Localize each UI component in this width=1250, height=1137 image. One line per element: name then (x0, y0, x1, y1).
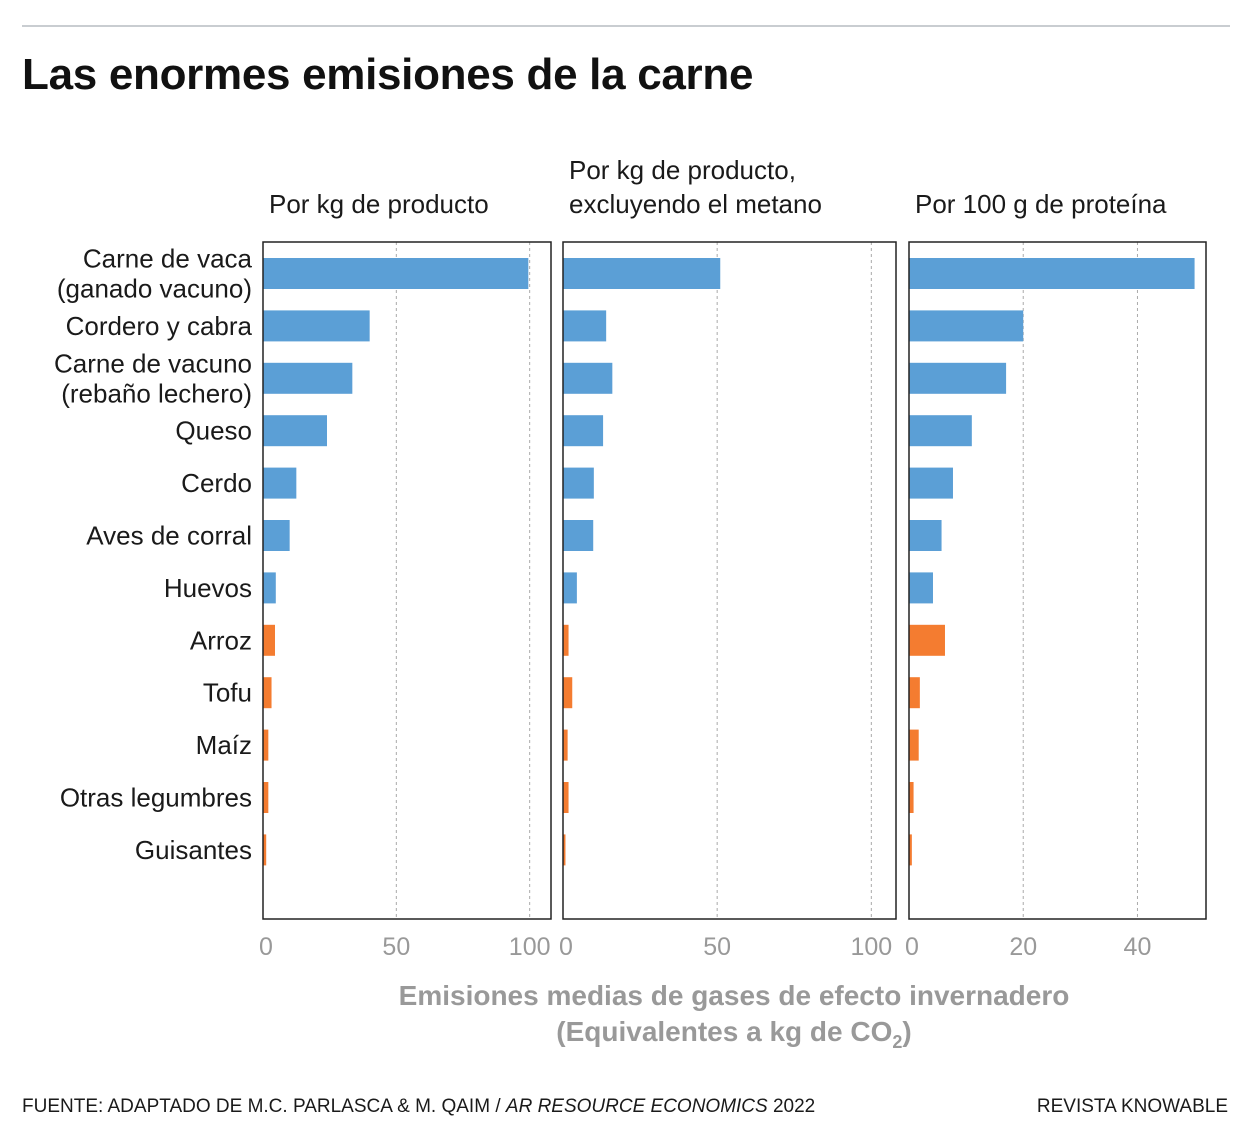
category-label: Arroz (190, 625, 252, 655)
bar-animal (563, 520, 594, 551)
panel-1: Por kg de producto 0 50 100 (259, 189, 552, 961)
bar-animal (263, 572, 276, 604)
x-axis-unit: (Equivalentes a kg de CO2) (556, 1016, 911, 1052)
tick-label: 100 (509, 933, 551, 961)
source-note: FUENTE: ADAPTADO DE M.C. PARLASCA & M. Q… (22, 1096, 816, 1117)
panel-title: Por kg de producto, excluyendo el metano (569, 155, 822, 219)
bar-animal (563, 310, 607, 342)
bar-animal (263, 258, 529, 289)
category-label: Queso (175, 416, 252, 446)
category-label: Carne de vaca (ganado vacuno) (57, 244, 253, 304)
category-label: Cerdo (181, 468, 252, 498)
panel-title: Por kg de producto (269, 189, 489, 219)
bar-vegetal (563, 677, 573, 709)
panel-3: Por 100 g de proteína 0 20 40 (905, 189, 1207, 961)
tick-label: 50 (382, 933, 410, 961)
tick-label: 0 (259, 933, 273, 961)
bar-vegetal (909, 677, 920, 709)
bar-vegetal (263, 729, 269, 761)
tick-label: 0 (559, 933, 573, 961)
bar-vegetal (563, 624, 569, 656)
bar-animal (263, 467, 297, 499)
chart-title: Las enormes emisiones de la carne (22, 50, 754, 99)
bar-animal (563, 572, 577, 604)
bar-vegetal (909, 834, 912, 866)
tick-label: 100 (850, 933, 892, 961)
bar-animal (909, 362, 1007, 394)
category-label: Cordero y cabra (66, 311, 253, 341)
bar-vegetal (263, 624, 275, 656)
bar-vegetal (909, 782, 914, 813)
bar-vegetal (563, 782, 569, 813)
bar-vegetal (263, 782, 269, 813)
top-rule (22, 25, 1230, 27)
bar-animal (909, 520, 942, 551)
bar-animal (563, 258, 721, 289)
bar-animal (563, 362, 613, 394)
bar-vegetal (263, 834, 267, 866)
bar-vegetal (909, 729, 919, 761)
tick-label: 40 (1124, 933, 1152, 961)
bar-animal (909, 467, 953, 499)
panel-frame (262, 241, 552, 920)
category-label: Huevos (164, 573, 252, 603)
bar-animal (263, 310, 370, 342)
category-label: Carne de vacuno (rebaño lechero) (54, 348, 252, 408)
bar-animal (263, 362, 353, 394)
panel-frame (562, 241, 897, 920)
bar-animal (909, 258, 1195, 289)
category-label: Guisantes (135, 835, 252, 865)
tick-label: 0 (905, 933, 919, 961)
panel-2: Por kg de producto, excluyendo el metano 0… (559, 155, 897, 961)
bar-animal (563, 415, 604, 447)
bar-vegetal (263, 677, 272, 709)
bar-animal (263, 415, 327, 447)
credit: REVISTA KNOWABLE (1036, 1096, 1228, 1117)
bar-animal (909, 415, 972, 447)
panel-title: Por 100 g de proteína (915, 189, 1167, 219)
tick-label: 50 (703, 933, 731, 961)
panel-frame (908, 241, 1207, 920)
category-label: Otras legumbres (60, 783, 252, 813)
bar-animal (263, 520, 290, 551)
bar-vegetal (563, 834, 566, 866)
category-label: Maíz (196, 730, 252, 760)
bar-animal (909, 572, 933, 604)
bar-animal (909, 310, 1024, 342)
category-label: Aves de corral (86, 521, 252, 551)
bar-vegetal (909, 624, 945, 656)
x-axis-label: Emisiones medias de gases de efecto inve… (399, 980, 1070, 1011)
tick-label: 20 (1009, 933, 1037, 961)
bar-vegetal (563, 729, 568, 761)
bar-animal (563, 467, 594, 499)
category-label: Tofu (203, 678, 252, 708)
